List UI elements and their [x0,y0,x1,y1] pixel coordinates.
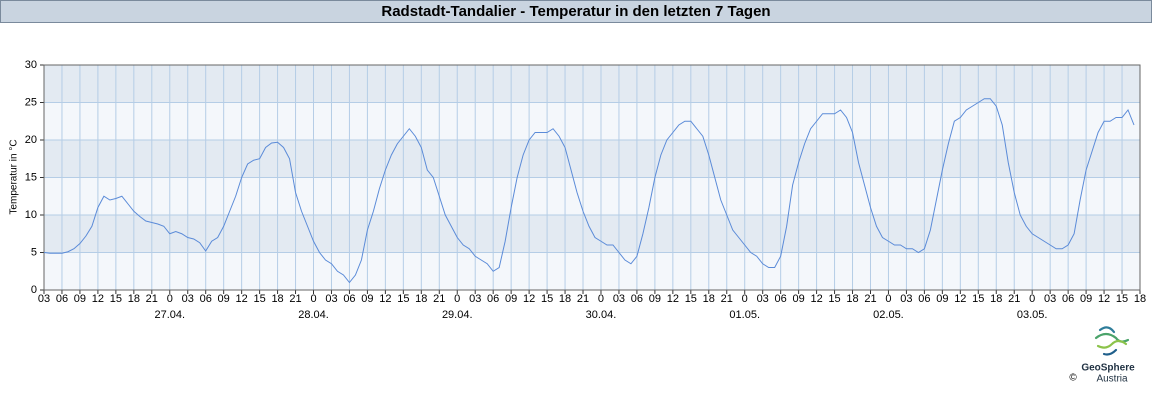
x-tick-label: 03 [38,293,50,305]
x-tick-label: 06 [487,293,499,305]
x-tick-label: 0 [310,293,316,305]
x-tick-label: 09 [649,293,661,305]
x-tick-label: 18 [128,293,140,305]
x-tick-label: 0 [167,293,173,305]
plot-frame [43,64,1141,291]
x-tick-label: 09 [361,293,373,305]
x-tick-label: 03 [325,293,337,305]
y-tick-label: 30 [25,59,37,71]
x-tick-label: 0 [885,293,891,305]
x-tick-label: 03 [613,293,625,305]
copyright: © [1069,373,1077,384]
x-tick-label: 06 [56,293,68,305]
logo-stroke [1096,339,1128,349]
x-tick-label: 06 [775,293,787,305]
x-tick-label: 03 [757,293,769,305]
x-tick-label: 18 [703,293,715,305]
x-tick-label: 03 [182,293,194,305]
x-tick-label: 18 [990,293,1002,305]
logo-sub: Austria [1096,374,1128,385]
y-tick-label: 0 [31,284,37,296]
date-label: 28.04. [298,309,329,321]
y-tick-label: 5 [31,246,37,258]
grid-band [44,215,1140,253]
x-tick-label: 06 [631,293,643,305]
x-tick-label: 03 [900,293,912,305]
x-tick-label: 21 [864,293,876,305]
x-tick-label: 06 [200,293,212,305]
x-tick-label: 21 [146,293,158,305]
x-tick-label: 21 [433,293,445,305]
logo-icon [1094,326,1130,356]
grid-band [44,177,1140,215]
x-tick-label: 09 [218,293,230,305]
x-tick-label: 21 [1008,293,1020,305]
x-tick-label: 03 [1044,293,1056,305]
date-label: 29.04. [442,309,473,321]
x-tick-label: 09 [792,293,804,305]
x-tick-label: 18 [559,293,571,305]
x-tick-label: 21 [721,293,733,305]
x-tick-label: 0 [742,293,748,305]
x-tick-label: 15 [110,293,122,305]
x-tick-label: 18 [846,293,858,305]
x-tick-label: 12 [954,293,966,305]
x-tick-label: 09 [74,293,86,305]
logo-stroke [1098,326,1116,334]
logo-stroke [1102,348,1118,356]
x-tick-label: 15 [541,293,553,305]
logo-name: GeoSphere [1081,363,1135,374]
y-tick-label: 10 [25,209,37,221]
x-tick-label: 15 [253,293,265,305]
x-tick-label: 18 [271,293,283,305]
x-tick-label: 12 [667,293,679,305]
x-tick-label: 0 [598,293,604,305]
x-tick-label: 18 [1134,293,1146,305]
date-label: 02.05. [873,309,904,321]
x-tick-label: 03 [469,293,481,305]
x-tick-label: 09 [505,293,517,305]
x-tick-label: 12 [523,293,535,305]
grid-band [44,102,1140,140]
x-tick-label: 12 [1098,293,1110,305]
x-tick-label: 15 [828,293,840,305]
x-tick-label: 06 [1062,293,1074,305]
x-tick-label: 15 [972,293,984,305]
y-axis-label: Temperatur in °C [9,139,20,214]
x-tick-label: 21 [289,293,301,305]
x-tick-label: 0 [454,293,460,305]
x-tick-label: 21 [577,293,589,305]
x-tick-label: 12 [810,293,822,305]
temperature-line [43,98,1135,284]
x-tick-label: 0 [1029,293,1035,305]
date-label: 01.05. [729,309,760,321]
x-tick-label: 15 [1116,293,1128,305]
y-tick-label: 15 [25,171,37,183]
x-tick-label: 09 [1080,293,1092,305]
date-label: 03.05. [1017,309,1048,321]
grid-band [44,140,1140,178]
logo-stroke [1094,332,1130,343]
x-tick-label: 09 [936,293,948,305]
y-tick-label: 20 [25,134,37,146]
date-label: 30.04. [586,309,617,321]
x-tick-label: 15 [397,293,409,305]
grid-band [44,65,1140,103]
y-tick-label: 25 [25,96,37,108]
x-tick-label: 12 [379,293,391,305]
x-tick-label: 15 [685,293,697,305]
x-tick-label: 12 [236,293,248,305]
grid-band [44,252,1140,290]
x-tick-label: 06 [343,293,355,305]
date-label: 27.04. [154,309,185,321]
chart-title: Radstadt-Tandalier - Temperatur in den l… [381,3,770,20]
x-tick-label: 12 [92,293,104,305]
x-tick-label: 06 [918,293,930,305]
x-tick-label: 18 [415,293,427,305]
